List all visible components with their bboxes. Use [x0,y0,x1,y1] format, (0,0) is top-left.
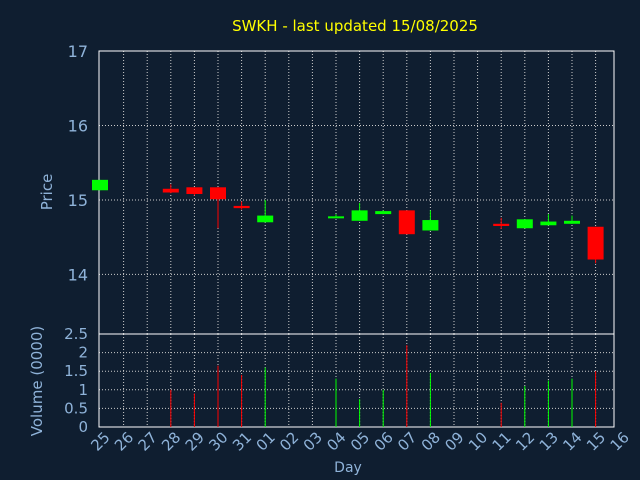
price-axis-label: Price [38,174,56,211]
candle [233,201,250,210]
candle-body [540,221,557,226]
candle [328,214,344,219]
price-tick-label: 15 [68,191,88,210]
volume-axis-ticks: 00.511.522.5 [64,325,88,436]
volume-panel-frame [98,333,615,428]
candle [587,226,604,264]
candle-body [516,219,533,229]
volume-tick-label: 0 [78,418,88,436]
candle [375,210,392,215]
candle [516,219,533,229]
volume-tick-label: 2 [78,344,88,362]
candle-body [564,220,580,224]
candle [162,184,179,194]
candle-body [398,210,415,235]
candle [351,202,368,221]
price-axis-ticks: 14 15 16 17 [68,42,88,284]
candle [92,179,108,191]
candle [210,187,226,229]
candle-body [328,216,344,219]
candle-body [233,205,250,209]
candle [422,210,439,231]
candle [186,187,203,196]
candle-body [186,187,203,194]
candle-body [162,188,179,193]
price-tick-label: 16 [68,116,88,135]
price-tick-label: 17 [68,42,88,61]
candle-body [493,223,510,227]
volume-tick-label: 0.5 [64,399,88,417]
candle-body [92,179,108,191]
volume-axis-label: Volume (0000) [28,326,46,436]
candle-body [351,210,368,221]
x-axis-tick-labels: 2526272829303101020304050607080910111213… [87,428,632,454]
candle [564,215,580,224]
candle [398,210,415,235]
price-candles [92,179,604,264]
candle-body [587,226,604,260]
volume-tick-label: 2.5 [64,325,88,343]
candle-body [375,211,392,215]
candle [257,199,274,223]
price-tick-label: 14 [68,265,88,284]
candle-body [257,215,274,223]
chart-title: SWKH - last updated 15/08/2025 [232,17,478,35]
volume-bars [170,345,597,427]
volume-tick-label: 1.5 [64,362,88,380]
candle [493,217,510,229]
candle-body [210,187,226,200]
volume-tick-label: 1 [78,381,88,399]
candle-body [422,220,439,231]
candle [540,214,557,226]
x-axis-label: Day [334,460,362,476]
